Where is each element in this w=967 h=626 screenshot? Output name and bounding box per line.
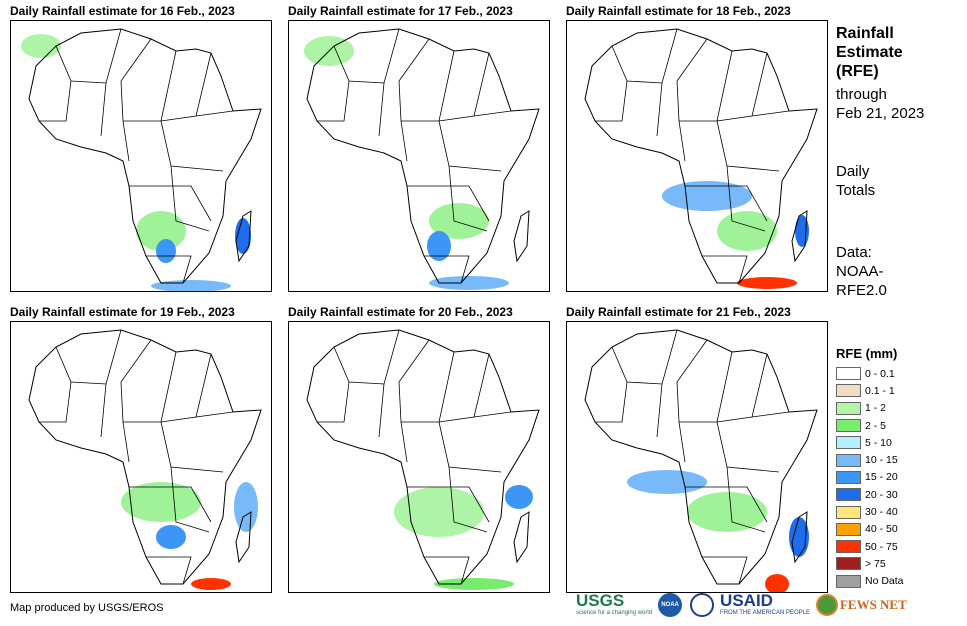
- map-panel-19-feb: Daily Rainfall estimate for 19 Feb., 202…: [10, 304, 272, 593]
- legend-item: 1 - 2: [836, 400, 904, 417]
- legend-label: 30 - 40: [865, 506, 898, 519]
- legend-label: 0.1 - 1: [865, 384, 895, 397]
- panel-title: Daily Rainfall estimate for 21 Feb., 202…: [566, 305, 791, 319]
- rainfall-map: [10, 321, 272, 593]
- legend-swatch: [836, 574, 861, 588]
- legend-label: No Data: [865, 575, 904, 588]
- map-panel-16-feb: Daily Rainfall estimate for 16 Feb., 202…: [10, 3, 272, 292]
- totals-line: Totals: [836, 182, 876, 199]
- legend-swatch: [836, 522, 861, 536]
- legend-label: 5 - 10: [865, 436, 892, 449]
- legend-swatch: [836, 436, 861, 450]
- legend-swatch: [836, 470, 861, 484]
- data-label: Data:: [836, 244, 872, 261]
- legend-swatch: [836, 505, 861, 519]
- legend-item: 2 - 5: [836, 417, 904, 434]
- partner-logos: USGS science for a changing world NOAA U…: [576, 592, 907, 617]
- map-panel-17-feb: Daily Rainfall estimate for 17 Feb., 202…: [288, 3, 550, 292]
- usaid-seal-icon: [690, 592, 715, 617]
- data-source-line: RFE2.0: [836, 282, 887, 299]
- legend-label: 2 - 5: [865, 419, 887, 432]
- legend-title: RFE (mm): [836, 346, 898, 361]
- daily-totals-label: Daily Totals: [836, 162, 875, 200]
- usaid-tagline: FROM THE AMERICAN PEOPLE: [720, 610, 810, 616]
- legend-swatch: [836, 557, 861, 571]
- rainfall-map: [566, 20, 828, 292]
- legend-item: > 75: [836, 555, 904, 572]
- legend-label: 1 - 2: [865, 402, 887, 415]
- panel-title: Daily Rainfall estimate for 20 Feb., 202…: [288, 305, 513, 319]
- through-date: through Feb 21, 2023: [836, 85, 924, 123]
- legend-item: 10 - 15: [836, 451, 904, 468]
- legend-swatch: [836, 401, 861, 415]
- legend-item: No Data: [836, 573, 904, 590]
- side-title-line: (RFE): [836, 63, 879, 80]
- usgs-text: USGS: [576, 591, 625, 610]
- legend-item: 0 - 0.1: [836, 365, 904, 382]
- legend-swatch: [836, 384, 861, 398]
- legend-label: 10 - 15: [865, 454, 898, 467]
- legend-item: 40 - 50: [836, 521, 904, 538]
- fews-net-logo: FEWS NET: [815, 593, 907, 616]
- legend-item: 5 - 10: [836, 434, 904, 451]
- usaid-text: USAID: [720, 591, 773, 610]
- legend-swatch: [836, 488, 861, 502]
- usaid-logo: USAID FROM THE AMERICAN PEOPLE: [720, 592, 810, 617]
- map-panel-18-feb: Daily Rainfall estimate for 18 Feb., 202…: [566, 3, 828, 292]
- side-title-line: Estimate: [836, 44, 903, 61]
- rainfall-map: [566, 321, 828, 593]
- panel-title: Daily Rainfall estimate for 16 Feb., 202…: [10, 4, 235, 18]
- legend-label: 15 - 20: [865, 471, 898, 484]
- legend-label: 20 - 30: [865, 488, 898, 501]
- legend-swatch: [836, 453, 861, 467]
- rainfall-map: [288, 321, 550, 593]
- legend-label: 50 - 75: [865, 540, 898, 553]
- data-source: Data: NOAA- RFE2.0: [836, 243, 887, 300]
- noaa-text: NOAA: [661, 601, 679, 608]
- legend-label: > 75: [865, 557, 886, 570]
- map-panel-21-feb: Daily Rainfall estimate for 21 Feb., 202…: [566, 304, 828, 593]
- through-label: through: [836, 86, 887, 103]
- rainfall-map: [10, 20, 272, 292]
- legend-item: 30 - 40: [836, 503, 904, 520]
- legend-label: 0 - 0.1: [865, 367, 895, 380]
- usgs-logo: USGS science for a changing world: [576, 592, 652, 617]
- panel-title: Daily Rainfall estimate for 18 Feb., 202…: [566, 4, 791, 18]
- noaa-logo: NOAA: [658, 592, 683, 617]
- side-title: Rainfall Estimate (RFE): [836, 24, 903, 81]
- usgs-tagline: science for a changing world: [576, 610, 653, 616]
- legend-item: 0.1 - 1: [836, 382, 904, 399]
- rfe-legend: RFE (mm) 0 - 0.1 0.1 - 1 1 - 2 2 - 5 5 - 10 1…: [836, 346, 904, 590]
- end-date: Feb 21, 2023: [836, 105, 925, 122]
- legend-swatch: [836, 540, 861, 554]
- daily-line: Daily: [836, 163, 870, 180]
- data-source-line: NOAA-: [836, 263, 884, 280]
- legend-item: 50 - 75: [836, 538, 904, 555]
- side-title-line: Rainfall: [836, 25, 894, 42]
- panel-title: Daily Rainfall estimate for 19 Feb., 202…: [10, 305, 235, 319]
- legend-swatch: [836, 419, 861, 433]
- map-credit: Map produced by USGS/EROS: [10, 602, 164, 614]
- map-panel-20-feb: Daily Rainfall estimate for 20 Feb., 202…: [288, 304, 550, 593]
- fews-net-text: FEWS NET: [839, 596, 907, 612]
- legend-item: 15 - 20: [836, 469, 904, 486]
- legend-label: 40 - 50: [865, 523, 898, 536]
- rainfall-map: [288, 20, 550, 292]
- panel-title: Daily Rainfall estimate for 17 Feb., 202…: [288, 4, 513, 18]
- legend-item: 20 - 30: [836, 486, 904, 503]
- legend-swatch: [836, 367, 861, 381]
- globe-icon: [815, 593, 838, 616]
